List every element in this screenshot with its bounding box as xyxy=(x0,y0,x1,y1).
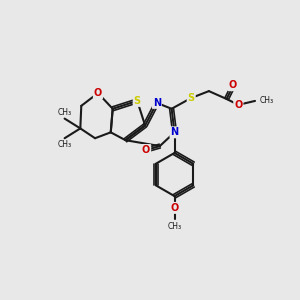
Text: N: N xyxy=(153,98,161,108)
Text: N: N xyxy=(170,127,178,137)
Text: CH₃: CH₃ xyxy=(167,222,182,231)
Text: O: O xyxy=(170,203,179,213)
Text: O: O xyxy=(228,80,237,90)
Text: O: O xyxy=(94,88,102,98)
Text: S: S xyxy=(188,93,195,103)
Text: S: S xyxy=(134,96,141,106)
Text: CH₃: CH₃ xyxy=(58,140,72,149)
Text: O: O xyxy=(234,100,242,110)
Text: CH₃: CH₃ xyxy=(260,96,274,105)
Text: CH₃: CH₃ xyxy=(58,108,72,117)
Text: O: O xyxy=(142,145,150,155)
